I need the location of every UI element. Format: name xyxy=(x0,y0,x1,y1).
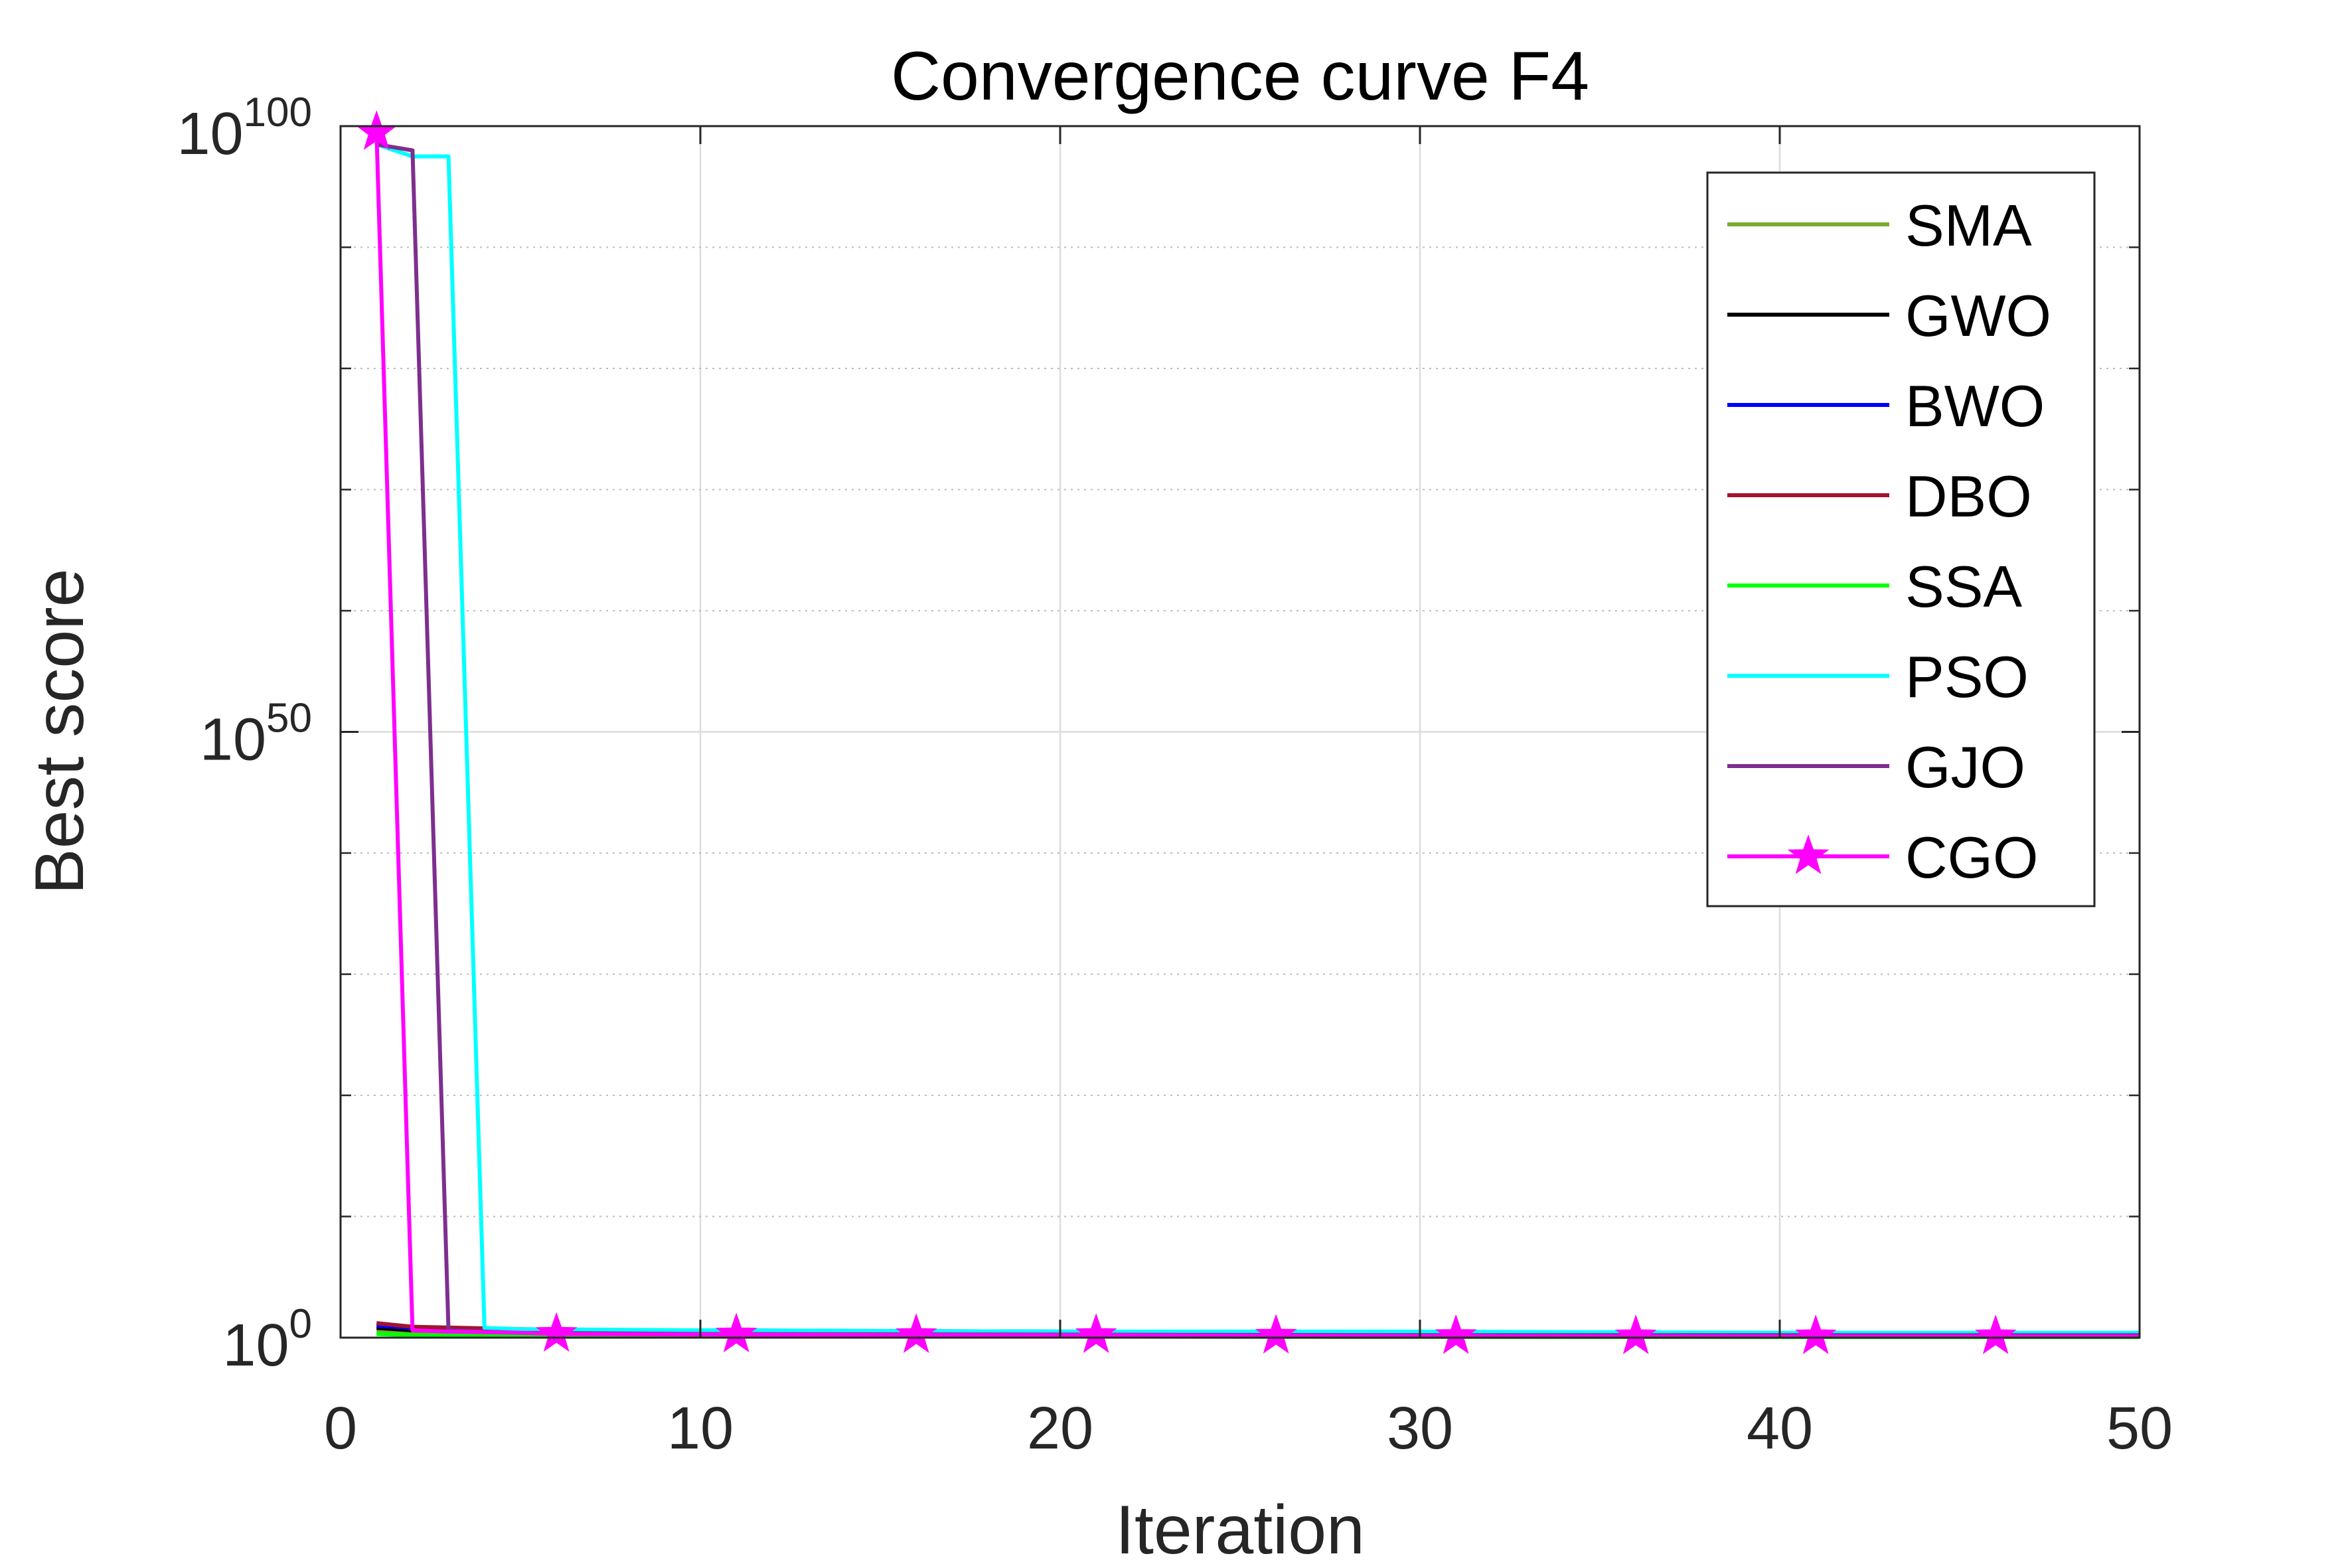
legend-entry-bwo: BWO xyxy=(1727,373,2045,439)
chart-title: Convergence curve F4 xyxy=(891,38,1589,115)
x-tick-label: 10 xyxy=(667,1395,734,1462)
y-tick-label: 1050 xyxy=(200,696,312,773)
legend-entry-ssa: SSA xyxy=(1727,554,2022,619)
legend-entry-gwo: GWO xyxy=(1727,283,2051,349)
y-axis-label: Best score xyxy=(21,568,98,894)
y-tick-label: 10100 xyxy=(177,90,312,167)
x-tick-label: 30 xyxy=(1387,1395,1453,1462)
y-tick-exponent: 100 xyxy=(244,90,312,135)
cgo-star-marker xyxy=(895,1313,937,1354)
legend-label: GWO xyxy=(1905,283,2051,349)
legend-label: SMA xyxy=(1905,193,2032,258)
legend-label: DBO xyxy=(1905,463,2032,529)
x-tick-label: 50 xyxy=(2106,1395,2173,1462)
series-line-pso xyxy=(376,142,2140,1335)
legend-box xyxy=(1706,171,2096,907)
legend-entry-dbo: DBO xyxy=(1727,463,2032,529)
cgo-star-marker xyxy=(1794,1314,1837,1354)
x-tick-label: 20 xyxy=(1027,1395,1093,1462)
legend-label: SSA xyxy=(1905,554,2022,619)
legend-star-marker xyxy=(1787,834,1830,874)
cgo-star-marker xyxy=(715,1312,757,1353)
legend-entries: SMA GWO BWO DBO SSA PSO GJO CGO xyxy=(1727,193,2051,890)
x-tick-label: 40 xyxy=(1747,1395,1813,1462)
y-tick-base: 10 xyxy=(200,707,266,773)
legend-entry-cgo: CGO xyxy=(1727,824,2038,890)
cgo-star-marker xyxy=(1075,1313,1117,1354)
legend-label: CGO xyxy=(1905,824,2038,890)
cgo-star-marker xyxy=(1435,1314,1477,1354)
y-tick-base: 10 xyxy=(177,101,243,167)
cgo-star-marker xyxy=(1614,1314,1657,1354)
legend-entry-gjo: GJO xyxy=(1727,734,2025,800)
y-tick-label: 100 xyxy=(222,1301,312,1379)
x-tick-label: 0 xyxy=(324,1395,357,1462)
y-tick-exponent: 0 xyxy=(289,1301,312,1347)
legend: SMA GWO BWO DBO SSA PSO GJO CGO xyxy=(1706,171,2096,907)
series-pso xyxy=(376,142,2140,1335)
x-axis-label: Iteration xyxy=(1115,1492,1365,1568)
cgo-star-marker xyxy=(1255,1314,1297,1354)
legend-entry-pso: PSO xyxy=(1727,644,2029,710)
legend-label: PSO xyxy=(1905,644,2029,710)
cgo-star-marker xyxy=(535,1312,578,1352)
legend-label: GJO xyxy=(1905,734,2025,800)
axis-ticks xyxy=(339,125,2141,1339)
y-tick-base: 10 xyxy=(222,1312,289,1379)
legend-label: BWO xyxy=(1905,373,2045,439)
cgo-star-marker xyxy=(1974,1314,2017,1354)
x-tick-labels: 0 10 20 30 40 50 xyxy=(324,1395,2173,1462)
legend-entry-sma: SMA xyxy=(1727,193,2032,258)
y-tick-exponent: 50 xyxy=(266,696,312,742)
